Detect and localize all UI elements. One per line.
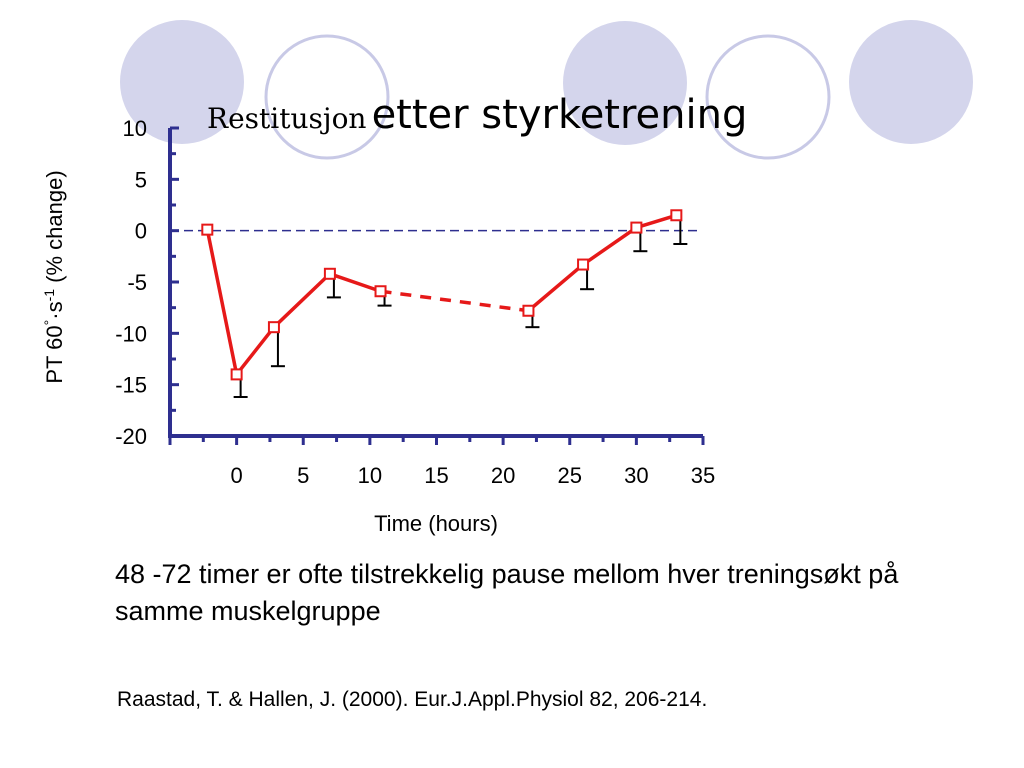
data-point-marker	[230, 368, 243, 381]
series-line-dashed	[380, 289, 529, 313]
y-tick-label: -10	[115, 321, 147, 346]
y-axis-label-superscript: °	[41, 320, 57, 326]
data-point-marker	[522, 304, 535, 317]
y-tick-label: -15	[115, 373, 147, 398]
data-point-marker	[670, 209, 683, 222]
series-group	[201, 209, 688, 398]
chart-axes	[168, 126, 705, 445]
y-tick-label: -5	[127, 270, 147, 295]
x-tick-label: 5	[297, 463, 309, 488]
series-line	[329, 272, 382, 293]
tick-labels: 10 5 0 -5 -10 -15 -20 0 5 10 15 20 25 30 35	[115, 116, 715, 488]
x-tick-label: 35	[691, 463, 715, 488]
decor-circle-filled	[563, 21, 687, 145]
x-tick-label: 25	[558, 463, 582, 488]
decor-circle-ring	[705, 34, 831, 160]
decor-circle-filled	[849, 20, 973, 144]
series-line	[582, 226, 638, 266]
series-line	[527, 263, 585, 313]
slide-title: Restitusjon etter styrketrening	[207, 92, 747, 138]
y-tick-label: 0	[135, 219, 147, 244]
data-point-marker	[201, 223, 214, 236]
x-tick-label: 10	[358, 463, 382, 488]
x-axis-label: Time (hours)	[374, 511, 498, 536]
data-point-marker	[374, 285, 387, 298]
series-line	[635, 213, 677, 230]
decor-circle-ring	[264, 34, 390, 160]
series-line	[235, 326, 276, 376]
y-axis-label-part: (% change)	[42, 170, 67, 289]
body-text: 48 -72 timer er ofte tilstrekkelig pause…	[115, 559, 899, 626]
decor-circle-filled	[120, 20, 244, 144]
data-point-marker	[630, 221, 643, 234]
x-tick-label: 0	[231, 463, 243, 488]
x-tick-label: 20	[491, 463, 515, 488]
y-tick-label: 10	[123, 116, 147, 141]
slide-title-large: etter styrketrening	[371, 92, 748, 138]
slide-title-small: Restitusjon	[207, 102, 367, 135]
x-tick-label: 15	[424, 463, 448, 488]
y-tick-label: -20	[115, 424, 147, 449]
data-point-marker	[577, 258, 590, 271]
series-line	[205, 229, 239, 375]
y-axis-label: PT 60°·s-1 (% change)	[41, 170, 67, 383]
data-point-marker	[267, 321, 280, 334]
data-point-marker	[323, 267, 336, 280]
y-axis-label-superscript: -1	[41, 289, 57, 302]
citation: Raastad, T. & Hallen, J. (2000). Eur.J.A…	[117, 688, 708, 711]
y-tick-label: 5	[135, 167, 147, 192]
series-line	[272, 272, 332, 329]
y-axis-label-part: PT 60	[42, 325, 67, 383]
x-tick-label: 30	[624, 463, 648, 488]
y-axis-label-part: ·s	[42, 301, 67, 319]
